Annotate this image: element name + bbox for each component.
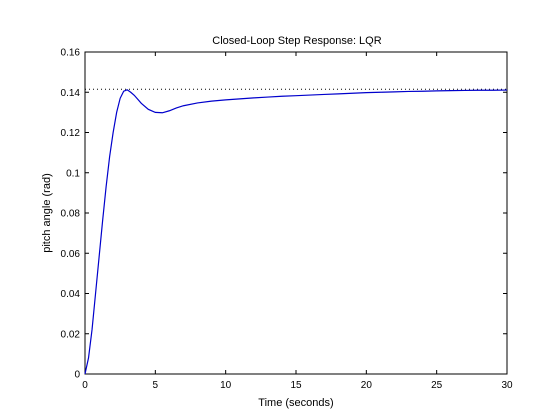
y-tick-label: 0.06: [61, 249, 81, 260]
x-axis-label: Time (seconds): [258, 397, 333, 409]
y-tick-label: 0.02: [61, 329, 81, 340]
y-tick-label: 0: [74, 370, 80, 381]
y-axis-ticks: 0 0.02 0.04 0.06 0.08 0.1 0.12 0.14 0.16: [61, 48, 507, 381]
y-tick-label: 0.12: [61, 128, 81, 139]
x-tick-label: 20: [361, 380, 373, 391]
y-tick-label: 0.16: [61, 48, 81, 59]
x-axis-ticks: 0 5 10 15 20 25 30: [82, 52, 513, 391]
x-tick-label: 5: [153, 380, 159, 391]
x-tick-label: 15: [290, 380, 302, 391]
y-tick-label: 0.14: [61, 88, 81, 99]
x-tick-label: 30: [501, 380, 513, 391]
plot-frame: [84, 51, 508, 375]
chart-title: Closed-Loop Step Response: LQR: [212, 35, 381, 47]
y-tick-label: 0.1: [66, 168, 80, 179]
y-tick-label: 0.04: [61, 289, 81, 300]
x-tick-label: 10: [220, 380, 232, 391]
x-tick-label: 25: [431, 380, 443, 391]
x-tick-label: 0: [82, 380, 88, 391]
y-tick-label: 0.08: [61, 209, 81, 220]
step-response-line: [84, 89, 508, 375]
y-axis-label: pitch angle (rad): [41, 173, 53, 253]
